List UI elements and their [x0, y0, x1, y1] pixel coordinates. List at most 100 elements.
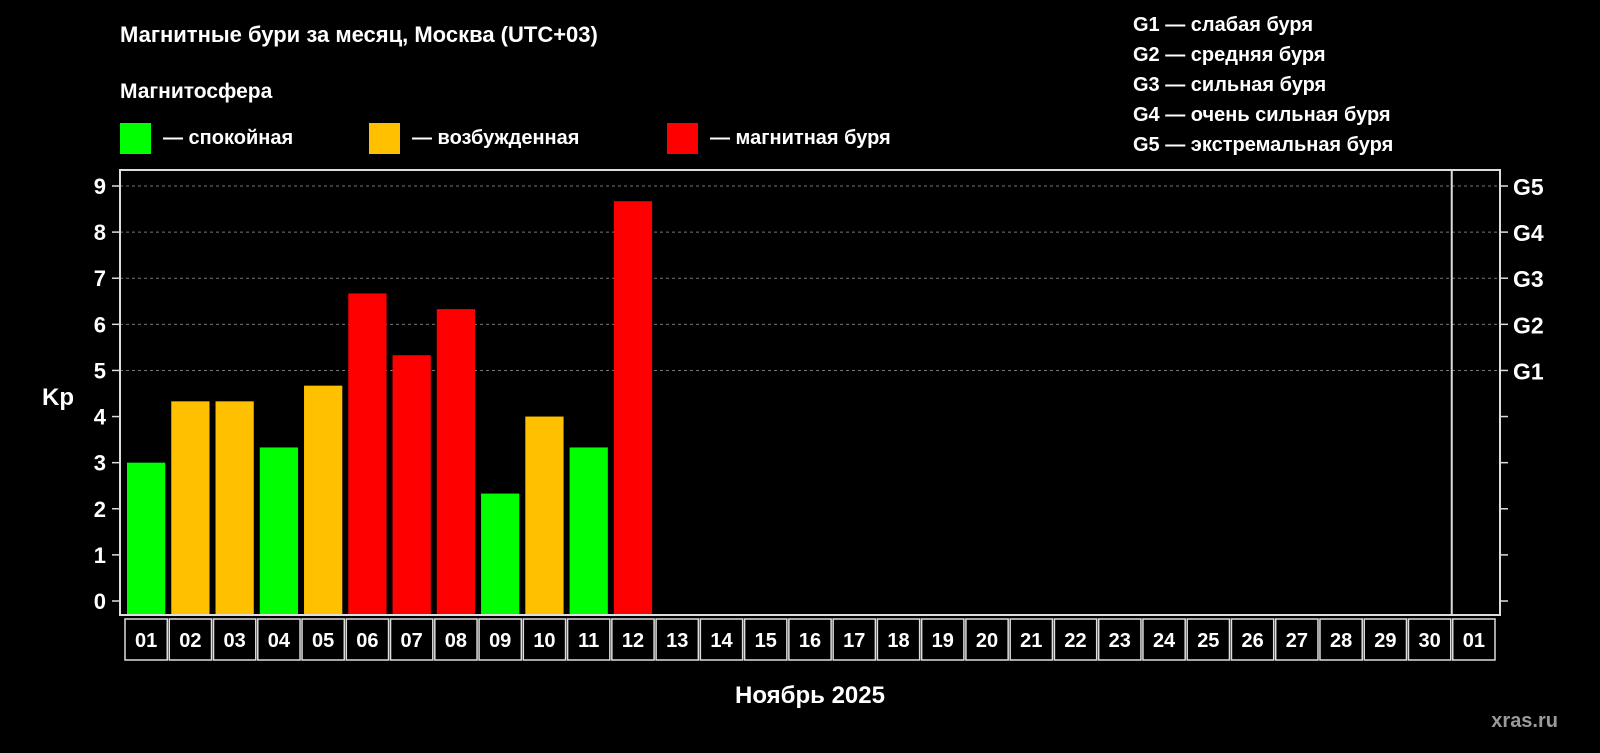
- day-box: [920, 618, 965, 661]
- legend-swatch-red: [667, 123, 698, 154]
- day-box: [566, 618, 611, 661]
- bar-02: [171, 401, 210, 615]
- y-tick-label: 1: [94, 543, 106, 568]
- day-box: [345, 618, 390, 661]
- y-tick-label: 9: [94, 174, 106, 199]
- day-box: [1451, 618, 1496, 661]
- chart-title: Магнитные бури за месяц, Москва (UTC+03): [120, 22, 598, 47]
- y-tick-label: 4: [94, 405, 107, 430]
- day-box: [1363, 618, 1408, 661]
- y-tick-label: 5: [94, 358, 106, 383]
- day-label-12: 12: [622, 630, 644, 652]
- day-label-24: 24: [1153, 630, 1176, 652]
- day-label-21: 21: [1020, 630, 1042, 652]
- g-level-label: G4: [1513, 220, 1544, 246]
- day-box: [699, 618, 744, 661]
- day-box: [876, 618, 921, 661]
- day-label-11: 11: [578, 630, 599, 652]
- bar-10: [525, 416, 564, 615]
- day-box: [1053, 618, 1098, 661]
- legend-label: — возбужденная: [412, 127, 580, 149]
- y-tick-label: 0: [94, 589, 106, 614]
- day-label-04: 04: [268, 630, 291, 652]
- day-label-17: 17: [843, 630, 865, 652]
- day-box: [434, 618, 478, 661]
- day-label-23: 23: [1109, 630, 1131, 652]
- g-level-label: G3: [1513, 266, 1544, 292]
- day-label-20: 20: [976, 630, 998, 652]
- day-label-19: 19: [932, 630, 954, 652]
- g-scale-g4: G4 — очень сильная буря: [1133, 104, 1391, 126]
- day-label-03: 03: [224, 630, 246, 652]
- bar-01: [127, 462, 166, 615]
- y-tick-label: 8: [94, 220, 106, 245]
- g-level-label: G5: [1513, 174, 1544, 200]
- day-box: [301, 618, 346, 661]
- day-box: [168, 618, 213, 661]
- bar-03: [215, 401, 254, 615]
- day-box: [1319, 618, 1363, 661]
- g-scale-g3: G3 — сильная буря: [1133, 74, 1327, 96]
- day-box: [611, 618, 655, 661]
- y-tick-label: 3: [94, 451, 106, 476]
- y-tick-label: 2: [94, 497, 106, 522]
- day-label-15: 15: [755, 630, 777, 652]
- day-label-02: 02: [179, 630, 201, 652]
- day-label-18: 18: [887, 630, 909, 652]
- legend-swatch-green: [120, 123, 151, 154]
- legend-swatch-orange: [369, 123, 400, 154]
- day-label-26: 26: [1241, 630, 1263, 652]
- legend-item-calm: — спокойная: [120, 123, 293, 154]
- legend-item-storm: — магнитная буря: [667, 123, 891, 154]
- day-box: [124, 618, 169, 661]
- g-scale-g5: G5 — экстремальная буря: [1133, 134, 1394, 156]
- watermark: xras.ru: [1491, 710, 1558, 732]
- day-box: [1407, 618, 1452, 661]
- y-tick-label: 7: [94, 266, 106, 291]
- bar-09: [481, 493, 520, 615]
- day-box: [522, 618, 567, 661]
- bar-12: [613, 201, 653, 615]
- y-axis-label: Kp: [42, 384, 74, 411]
- day-label-16: 16: [799, 630, 821, 652]
- day-box: [212, 618, 257, 661]
- legend-label: — спокойная: [163, 127, 294, 149]
- legend-label: — магнитная буря: [710, 127, 891, 149]
- y-tick-label: 6: [94, 312, 106, 337]
- day-label-01: 01: [135, 630, 157, 652]
- day-box: [1009, 618, 1054, 661]
- day-box: [1142, 618, 1186, 661]
- day-box: [655, 618, 700, 661]
- day-box: [788, 618, 832, 661]
- day-box: [965, 618, 1009, 661]
- day-label-09: 09: [489, 630, 511, 652]
- day-box: [478, 618, 523, 661]
- day-label-29: 29: [1374, 630, 1396, 652]
- day-label-06: 06: [356, 630, 378, 652]
- day-label-01: 01: [1463, 630, 1485, 652]
- day-box: [1186, 618, 1231, 661]
- day-label-30: 30: [1418, 630, 1440, 652]
- legend-title: Магнитосфера: [120, 80, 273, 103]
- day-box: [743, 618, 788, 661]
- g-level-label: G2: [1513, 312, 1544, 338]
- plot-frame: [119, 169, 1501, 616]
- day-label-05: 05: [312, 630, 334, 652]
- day-label-07: 07: [401, 630, 423, 652]
- day-box: [257, 618, 301, 661]
- bar-11: [569, 447, 608, 615]
- g-scale-g1: G1 — слабая буря: [1133, 14, 1314, 36]
- day-box: [1230, 618, 1275, 661]
- day-box: [832, 618, 877, 661]
- bar-08: [436, 309, 476, 615]
- day-label-27: 27: [1286, 630, 1308, 652]
- day-label-14: 14: [710, 630, 733, 652]
- g-scale-g2: G2 — средняя буря: [1133, 44, 1326, 66]
- day-label-10: 10: [533, 630, 555, 652]
- day-label-08: 08: [445, 630, 467, 652]
- day-box: [389, 618, 434, 661]
- bar-07: [392, 355, 431, 615]
- day-label-13: 13: [666, 630, 688, 652]
- bar-05: [304, 385, 343, 615]
